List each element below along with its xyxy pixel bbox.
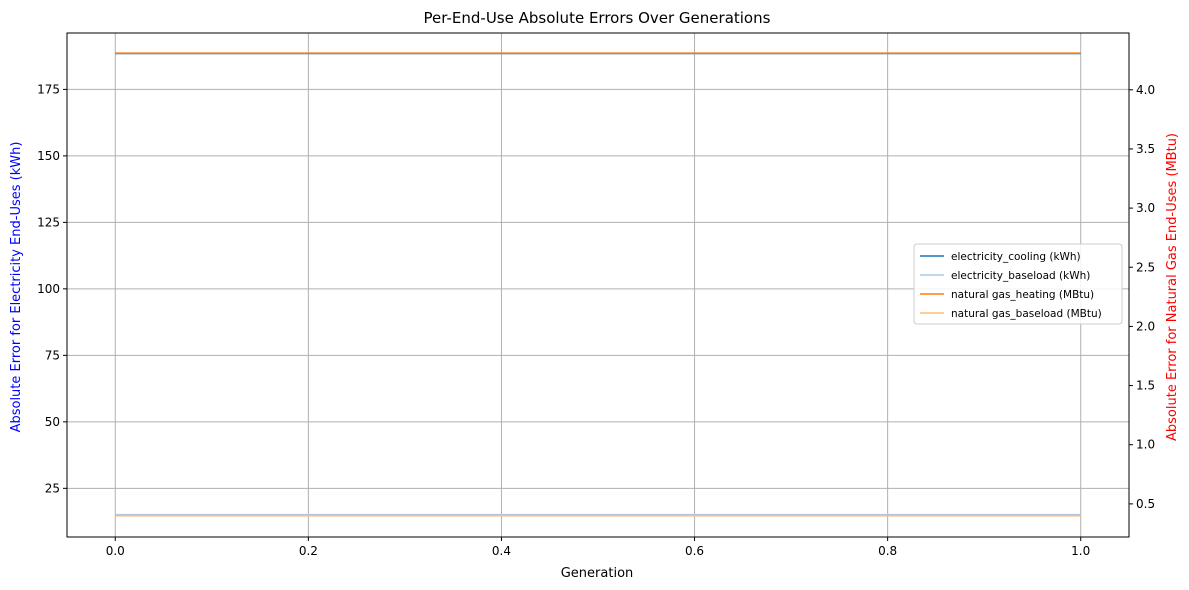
y-left-tick-label: 100 — [37, 282, 60, 296]
y-axis-left: 25 50 75 100 125 150 175 — [37, 82, 67, 495]
y-left-tick-label: 125 — [37, 215, 60, 229]
legend: electricity_cooling (kWh) electricity_bas… — [913, 243, 1123, 325]
y-right-tick-label: 1.5 — [1136, 379, 1155, 393]
x-tick-label: 1.0 — [1071, 544, 1090, 558]
y-axis-left-label: Absolute Error for Electricity End-Uses … — [9, 142, 24, 433]
series-lines — [115, 52, 1081, 517]
x-tick-label: 0.2 — [299, 544, 318, 558]
y-right-tick-label: 0.5 — [1136, 497, 1155, 511]
y-right-tick-label: 2.5 — [1136, 260, 1155, 274]
chart-title: Per-End-Use Absolute Errors Over Generat… — [424, 9, 771, 27]
y-right-tick-label: 2.0 — [1136, 319, 1155, 333]
y-right-tick-label: 4.0 — [1136, 83, 1155, 97]
legend-label: electricity_cooling (kWh) — [951, 251, 1081, 263]
y-axis-right: 0.5 1.0 1.5 2.0 2.5 3.0 3.5 4.0 — [1129, 83, 1155, 511]
legend-label: natural gas_baseload (MBtu) — [951, 308, 1102, 320]
y-left-tick-label: 150 — [37, 149, 60, 163]
x-tick-label: 0.4 — [492, 544, 511, 558]
y-right-tick-label: 3.5 — [1136, 142, 1155, 156]
y-right-tick-label: 3.0 — [1136, 201, 1155, 215]
legend-label: natural gas_heating (MBtu) — [951, 289, 1094, 301]
y-left-tick-label: 75 — [45, 348, 60, 362]
x-tick-label: 0.8 — [878, 544, 897, 558]
legend-label: electricity_baseload (kWh) — [951, 270, 1090, 282]
x-tick-label: 0.0 — [106, 544, 125, 558]
y-right-tick-label: 1.0 — [1136, 438, 1155, 452]
y-axis-right-label: Absolute Error for Natural Gas End-Uses … — [1165, 133, 1180, 441]
y-left-tick-label: 50 — [45, 415, 60, 429]
plot-frame — [66, 32, 1130, 538]
legend-box — [913, 243, 1123, 325]
x-axis-label: Generation — [561, 566, 634, 581]
x-axis: 0.0 0.2 0.4 0.6 0.8 1.0 — [106, 537, 1090, 558]
y-left-tick-label: 25 — [45, 481, 60, 495]
x-tick-label: 0.6 — [685, 544, 704, 558]
y-left-tick-label: 175 — [37, 82, 60, 96]
